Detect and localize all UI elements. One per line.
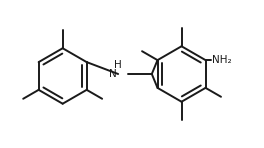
Text: N: N (109, 69, 117, 79)
Text: NH₂: NH₂ (213, 55, 232, 65)
Text: H: H (114, 59, 122, 70)
